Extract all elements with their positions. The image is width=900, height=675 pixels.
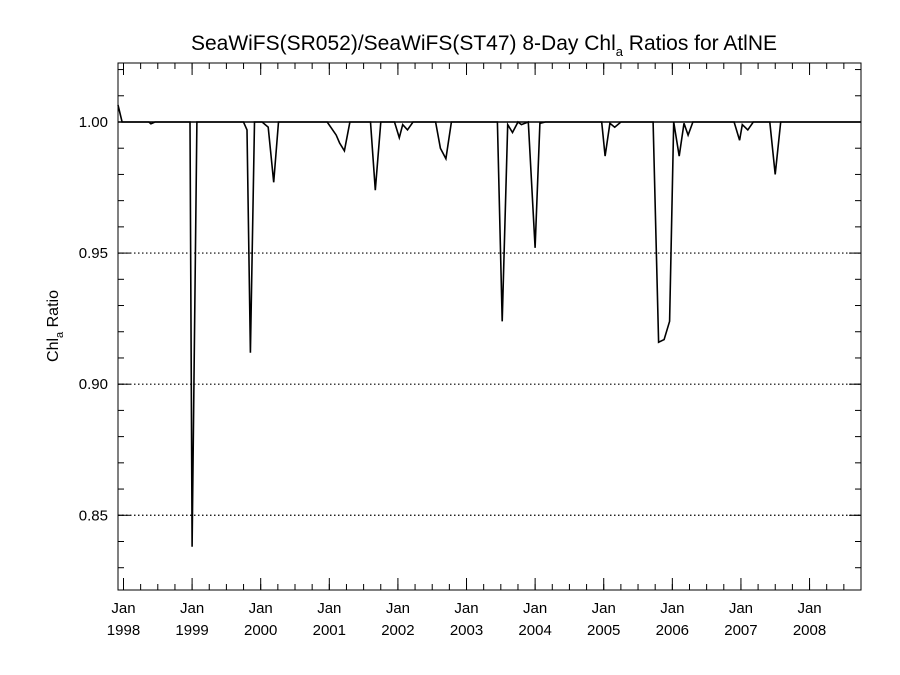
x-tick-label-month: Jan — [249, 600, 273, 617]
x-tick-label-year: 2002 — [381, 622, 414, 639]
y-tick-label: 0.85 — [79, 507, 108, 524]
y-tick-label: 1.00 — [79, 114, 108, 131]
chart-title-tail: Ratios for AtlNE — [623, 32, 777, 55]
y-axis-label-main: Chl — [45, 338, 62, 362]
y-tick-label: 0.95 — [79, 245, 108, 262]
x-tick-label-year: 2005 — [587, 622, 620, 639]
major-ticks — [118, 63, 861, 590]
x-tick-label-month: Jan — [729, 600, 753, 617]
x-tick-label-year: 2006 — [656, 622, 689, 639]
x-tick-label-year: 2000 — [244, 622, 277, 639]
x-tick-label-year: 2001 — [313, 622, 346, 639]
x-tick-label-year: 1999 — [175, 622, 208, 639]
x-tick-label-year: 2008 — [793, 622, 826, 639]
chart-title-main: SeaWiFS(SR052)/SeaWiFS(ST47) 8-Day Chl — [191, 32, 616, 55]
gridlines — [118, 252, 861, 516]
x-tick-label-month: Jan — [111, 600, 135, 617]
x-tick-labels: Jan 1998 Jan 1999 Jan 2000 Jan 2001 Jan 2002 Jan 20… — [107, 600, 826, 639]
y-axis-label: Chla Ratio — [45, 290, 66, 362]
x-tick-label-year: 1998 — [107, 622, 140, 639]
x-tick-label-month: Jan — [797, 600, 821, 617]
x-tick-label-year: 2004 — [518, 622, 551, 639]
data-series — [117, 104, 861, 547]
y-axis-label-tail: Ratio — [45, 290, 62, 332]
chart-title: SeaWiFS(SR052)/SeaWiFS(ST47) 8-Day Chla … — [191, 32, 777, 59]
x-tick-label-year: 2003 — [450, 622, 483, 639]
x-tick-label-month: Jan — [454, 600, 478, 617]
x-tick-label-year: 2007 — [724, 622, 757, 639]
plot-frame — [117, 62, 862, 591]
x-tick-label-month: Jan — [386, 600, 410, 617]
x-tick-label-month: Jan — [660, 600, 684, 617]
x-tick-label-month: Jan — [592, 600, 616, 617]
x-tick-label-month: Jan — [180, 600, 204, 617]
x-tick-label-month: Jan — [523, 600, 547, 617]
minor-ticks — [118, 63, 862, 590]
y-tick-labels: 0.85 0.90 0.95 1.00 — [79, 114, 108, 524]
chart-title-subscript: a — [616, 44, 624, 59]
series-line — [117, 104, 861, 547]
x-tick-label-month: Jan — [317, 600, 341, 617]
y-tick-label: 0.90 — [79, 376, 108, 393]
y-axis-label-subscript: a — [54, 331, 66, 338]
